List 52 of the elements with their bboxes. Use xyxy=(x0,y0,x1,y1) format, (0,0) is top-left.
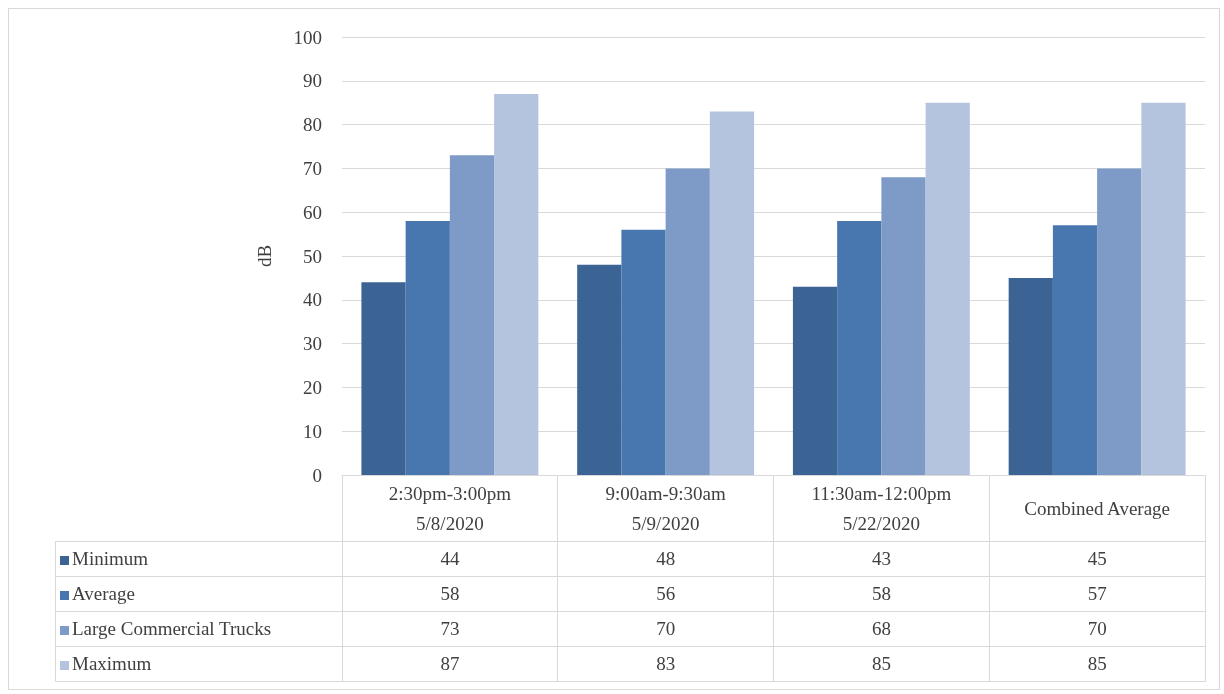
legend-label: Average xyxy=(55,576,342,612)
legend-label: Minimum xyxy=(55,541,342,577)
y-tick-label: 0 xyxy=(312,464,322,486)
legend-label: Maximum xyxy=(55,646,342,682)
x-tick-label: 2:30pm-3:00pm 5/8/2020 xyxy=(342,475,558,542)
data-label: 68 xyxy=(773,611,990,647)
y-axis-title: dB xyxy=(254,244,275,268)
bar xyxy=(621,229,666,475)
y-tick-label: 60 xyxy=(303,201,322,223)
data-label: 43 xyxy=(773,541,990,577)
data-label: 44 xyxy=(342,541,558,577)
data-label: 45 xyxy=(989,541,1205,577)
x-tick-label: 11:30am-12:00pm 5/22/2020 xyxy=(773,475,990,542)
data-label: 56 xyxy=(557,576,774,612)
bar xyxy=(792,286,838,475)
y-tick-label: 50 xyxy=(303,245,322,267)
y-tick-label: 30 xyxy=(303,333,322,355)
y-tick-label: 10 xyxy=(303,420,322,442)
y-tick-label: 80 xyxy=(303,114,322,136)
bar xyxy=(449,155,495,475)
data-label: 58 xyxy=(773,576,990,612)
bar xyxy=(405,220,450,475)
data-label: 83 xyxy=(557,646,774,682)
bar xyxy=(1008,277,1053,475)
bar xyxy=(1052,225,1098,475)
data-label: 73 xyxy=(342,611,558,647)
legend-label: Large Commercial Trucks xyxy=(55,611,342,647)
y-tick-label: 70 xyxy=(303,157,322,179)
data-label: 70 xyxy=(557,611,774,647)
y-tick-label: 40 xyxy=(303,289,322,311)
data-label: 87 xyxy=(342,646,558,682)
bar xyxy=(837,220,882,475)
bar xyxy=(361,282,406,475)
bar xyxy=(709,111,755,475)
data-label: 85 xyxy=(773,646,990,682)
bar xyxy=(665,168,710,475)
bar xyxy=(1141,102,1186,475)
bar xyxy=(577,264,622,475)
bar xyxy=(494,93,539,475)
data-label: 58 xyxy=(342,576,558,612)
bar xyxy=(881,177,926,475)
y-tick-label: 100 xyxy=(293,26,322,48)
data-label: 48 xyxy=(557,541,774,577)
y-tick-label: 90 xyxy=(303,70,322,92)
x-tick-label: Combined Average xyxy=(989,475,1205,542)
data-label: 57 xyxy=(989,576,1205,612)
bar xyxy=(925,102,970,475)
x-tick-label: 9:00am-9:30am 5/9/2020 xyxy=(557,475,774,542)
y-tick-label: 20 xyxy=(303,376,322,398)
bar xyxy=(1097,168,1142,475)
data-label: 70 xyxy=(989,611,1205,647)
data-label: 85 xyxy=(989,646,1205,682)
